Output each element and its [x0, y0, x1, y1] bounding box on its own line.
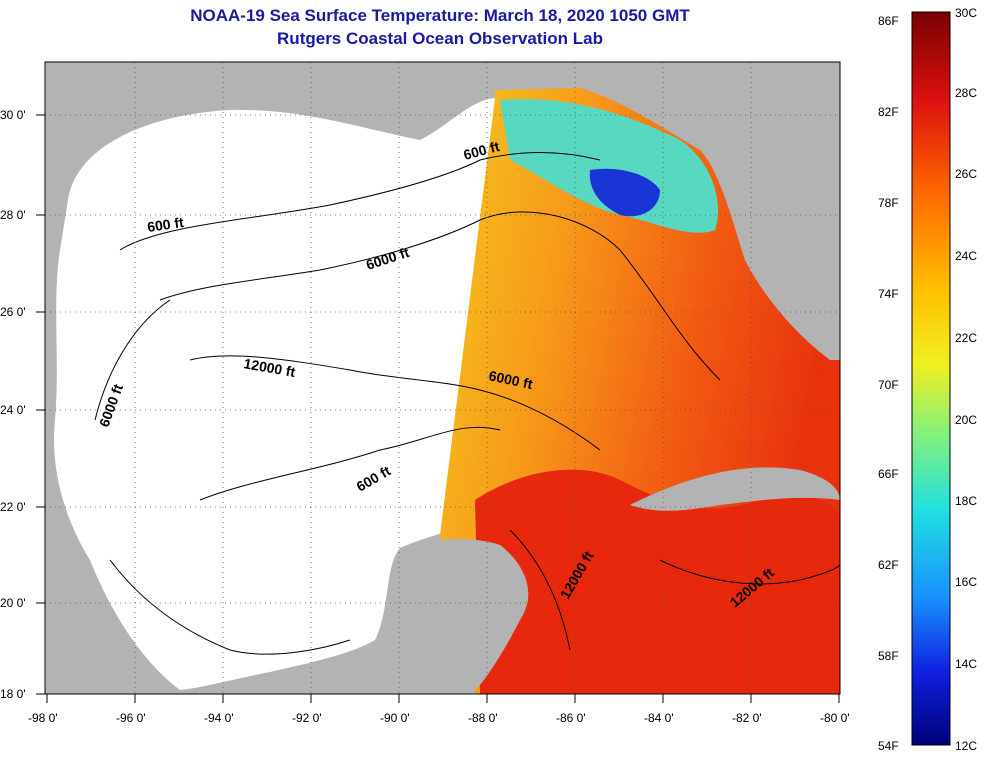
gulf-no-data-area [54, 98, 495, 690]
florida [700, 62, 840, 333]
cuba [630, 467, 840, 511]
lon-tick-label: -80 0' [820, 711, 850, 725]
cool-water-patch [500, 99, 719, 233]
colorbar-c-label: 20C [955, 413, 978, 427]
lat-tick-label: 18 0' [0, 687, 26, 701]
warm-water-patch [475, 469, 840, 694]
lon-tick-label: -86 0' [556, 711, 586, 725]
cold-water-patch [589, 168, 660, 217]
contour-label: 600 ft [146, 214, 185, 235]
colorbar-c-label: 28C [955, 86, 978, 100]
map-title: NOAA-19 Sea Surface Temperature: March 1… [190, 6, 690, 25]
colorbar-f-label: 62F [878, 558, 899, 572]
colorbar-c-label: 14C [955, 657, 978, 671]
colorbar-f-label: 54F [878, 739, 899, 753]
lon-tick-label: -88 0' [468, 711, 498, 725]
yucatan-peninsula [380, 538, 529, 694]
lon-tick-label: -98 0' [28, 711, 58, 725]
tick-marks [36, 114, 840, 703]
colorbar-f-label: 86F [878, 14, 899, 28]
colorbar-f-label: 78F [878, 196, 899, 210]
colorbar-c-label: 18C [955, 494, 978, 508]
map-subtitle: Rutgers Coastal Ocean Observation Lab [277, 29, 603, 48]
lat-tick-label: 22 0' [0, 500, 26, 514]
colorbar-c-label: 16C [955, 575, 978, 589]
colorbar-f-label: 74F [878, 287, 899, 301]
graticule [45, 62, 840, 694]
colorbar-f-label: 82F [878, 105, 899, 119]
lat-tick-label: 28 0' [0, 208, 26, 222]
lon-tick-label: -92 0' [292, 711, 322, 725]
colorbar-f-label: 66F [878, 467, 899, 481]
lat-tick-label: 26 0' [0, 305, 26, 319]
depth-contours [94, 152, 840, 655]
lon-tick-label: -84 0' [644, 711, 674, 725]
colorbar [911, 11, 951, 746]
colorbar-c-label: 24C [955, 249, 978, 263]
map-frame [44, 61, 841, 695]
lon-tick-label: -82 0' [732, 711, 762, 725]
lon-tick-label: -96 0' [116, 711, 146, 725]
lon-tick-label: -94 0' [204, 711, 234, 725]
lat-tick-label: 24 0' [0, 403, 26, 417]
colorbar-c-label: 22C [955, 331, 978, 345]
colorbar-f-label: 58F [878, 649, 899, 663]
colorbar-c-label: 12C [955, 739, 978, 753]
colorbar-c-label: 30C [955, 6, 978, 20]
colorbar-f-label: 70F [878, 378, 899, 392]
lon-tick-label: -90 0' [380, 711, 410, 725]
colorbar-c-label: 26C [955, 167, 978, 181]
lat-tick-label: 20 0' [0, 596, 26, 610]
lat-tick-label: 30 0' [0, 108, 26, 122]
